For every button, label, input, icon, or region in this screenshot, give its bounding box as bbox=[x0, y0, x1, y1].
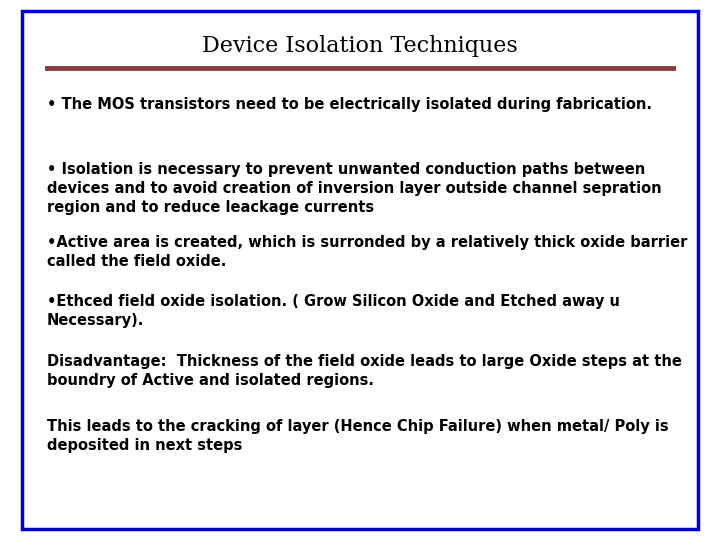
Text: • Isolation is necessary to prevent unwanted conduction paths between
devices an: • Isolation is necessary to prevent unwa… bbox=[47, 162, 662, 215]
Text: Device Isolation Techniques: Device Isolation Techniques bbox=[202, 35, 518, 57]
Text: • The MOS transistors need to be electrically isolated during fabrication.: • The MOS transistors need to be electri… bbox=[47, 97, 652, 112]
Text: •Active area is created, which is surronded by a relatively thick oxide barrier
: •Active area is created, which is surron… bbox=[47, 235, 687, 269]
Text: Disadvantage:  Thickness of the field oxide leads to large Oxide steps at the
bo: Disadvantage: Thickness of the field oxi… bbox=[47, 354, 682, 388]
FancyBboxPatch shape bbox=[22, 11, 698, 529]
Text: •Ethced field oxide isolation. ( Grow Silicon Oxide and Etched away u
Necessary): •Ethced field oxide isolation. ( Grow Si… bbox=[47, 294, 620, 328]
Text: This leads to the cracking of layer (Hence Chip Failure) when metal/ Poly is
dep: This leads to the cracking of layer (Hen… bbox=[47, 418, 668, 453]
